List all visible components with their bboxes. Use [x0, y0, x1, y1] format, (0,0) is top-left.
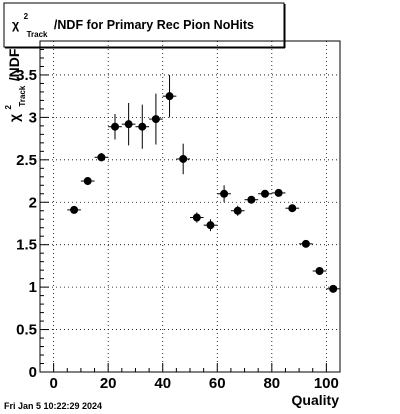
y-tick-label: 3	[29, 109, 37, 126]
chart-title: χ 2 Track /NDF for Primary Rec Pion NoHi…	[12, 6, 254, 41]
point-marker	[288, 204, 297, 213]
data-point	[162, 74, 177, 118]
y-tick-label: 0.5	[16, 322, 37, 339]
title-subscript: Track	[27, 30, 48, 39]
title-superscript: 2	[24, 12, 29, 21]
x-tick-label: 0	[49, 375, 57, 392]
data-point	[190, 212, 204, 223]
x-tick-label: 40	[154, 375, 171, 392]
x-tick-label: 60	[209, 375, 226, 392]
data-point	[203, 219, 218, 232]
point-marker	[233, 206, 242, 215]
data-point	[326, 284, 340, 293]
point-marker	[329, 284, 338, 293]
point-marker	[165, 92, 174, 101]
data-point	[94, 153, 109, 162]
point-marker	[274, 188, 283, 197]
data-point	[217, 185, 231, 203]
point-marker	[97, 153, 106, 162]
ticks	[39, 48, 341, 373]
x-tick-label: 80	[263, 375, 280, 392]
data-point	[121, 102, 136, 146]
data-point	[312, 267, 327, 276]
point-marker	[124, 120, 133, 129]
x-tick-label: 20	[100, 375, 117, 392]
point-marker	[111, 122, 119, 131]
title-text: /NDF for Primary Rec Pion NoHits	[54, 18, 254, 32]
data-point	[230, 205, 245, 216]
data-points	[67, 74, 340, 293]
point-marker	[70, 205, 79, 214]
data-point	[258, 189, 272, 198]
data-point	[108, 113, 122, 140]
data-point	[80, 177, 95, 186]
point-marker	[301, 239, 310, 248]
ylabel-text: /NDF	[6, 48, 22, 81]
point-marker	[192, 213, 201, 222]
data-point	[149, 93, 163, 145]
x-axis-title: Quality	[292, 392, 340, 408]
point-marker	[206, 221, 215, 230]
tick-labels: 0 20 40 60 80 100 0 0.5 1 1.5 2 2.5 3 3.5	[16, 67, 339, 392]
y-tick-label: 2	[29, 194, 37, 211]
y-axis-title: χ 2 Track /NDF	[0, 48, 29, 122]
y-tick-label: 1.5	[16, 237, 37, 254]
ylabel-chi: χ	[6, 114, 22, 122]
point-marker	[315, 267, 324, 276]
point-marker	[220, 189, 229, 198]
data-point	[176, 143, 190, 175]
data-point	[299, 239, 313, 248]
x-tick-label: 100	[314, 375, 339, 392]
timestamp: Fri Jan 5 10:22:29 2024	[4, 401, 102, 411]
data-point	[244, 195, 259, 204]
y-tick-label: 3.5	[16, 67, 37, 84]
ylabel-subscript: Track	[18, 85, 27, 106]
data-point	[271, 188, 286, 197]
y-tick-label: 0	[29, 364, 37, 381]
data-point	[285, 204, 300, 213]
point-marker	[151, 115, 160, 124]
point-marker	[138, 122, 147, 131]
data-point	[135, 104, 150, 149]
title-box: χ 2 Track /NDF for Primary Rec Pion NoHi…	[3, 2, 286, 49]
point-marker	[83, 177, 92, 186]
title-chi: χ	[12, 18, 20, 32]
ylabel-superscript: 2	[4, 104, 13, 109]
data-point	[67, 205, 81, 214]
y-tick-label: 1	[29, 279, 37, 296]
point-marker	[179, 154, 188, 163]
point-marker	[261, 189, 269, 198]
y-tick-label: 2.5	[16, 152, 37, 169]
point-marker	[247, 195, 256, 204]
